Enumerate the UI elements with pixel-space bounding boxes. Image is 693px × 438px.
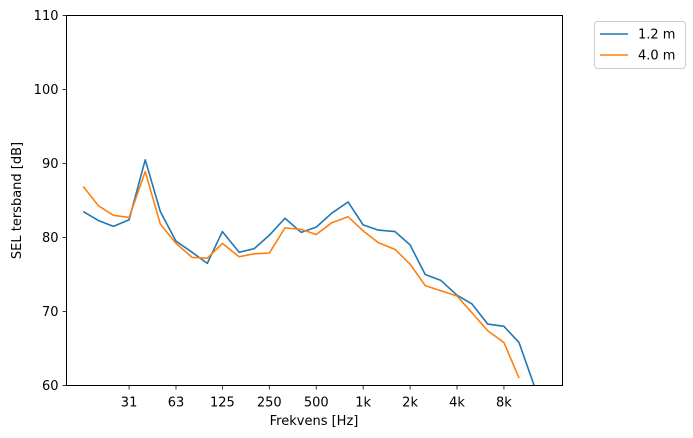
x-tick-label: 63 [168, 396, 185, 411]
plot-series-group [82, 159, 535, 386]
y-tick-label: 100 [34, 83, 59, 98]
x-tick-label: 250 [257, 396, 282, 411]
x-tick-label: 8k [496, 396, 512, 411]
y-tick-label: 90 [42, 157, 59, 172]
y-tick-label: 110 [34, 9, 59, 24]
legend-label-4-0m: 4.0 m [638, 49, 675, 64]
y-tick-label: 80 [42, 231, 59, 246]
y-tick-label: 60 [42, 379, 59, 394]
x-tick-label: 500 [304, 396, 329, 411]
series-line-4-0-m [82, 170, 520, 379]
x-tick-label: 1k [355, 396, 371, 411]
x-tick-label: 4k [449, 396, 465, 411]
x-tick-label: 2k [402, 396, 418, 411]
legend: 1.2 m 4.0 m [594, 21, 686, 69]
y-tick-label: 70 [42, 305, 59, 320]
y-axis-title: SEL tersband [dB] [10, 142, 25, 259]
x-axis: 31 63 125 250 500 1k 2k 4k 8k [121, 385, 512, 411]
x-axis-title: Frekvens [Hz] [270, 414, 359, 429]
y-axis: 60 70 80 90 100 110 [34, 9, 67, 394]
x-tick-label: 125 [210, 396, 235, 411]
series-line-1-2-m [82, 159, 535, 386]
plot-area-frame [66, 15, 563, 386]
x-tick-label: 31 [121, 396, 138, 411]
legend-label-1-2m: 1.2 m [638, 28, 675, 43]
